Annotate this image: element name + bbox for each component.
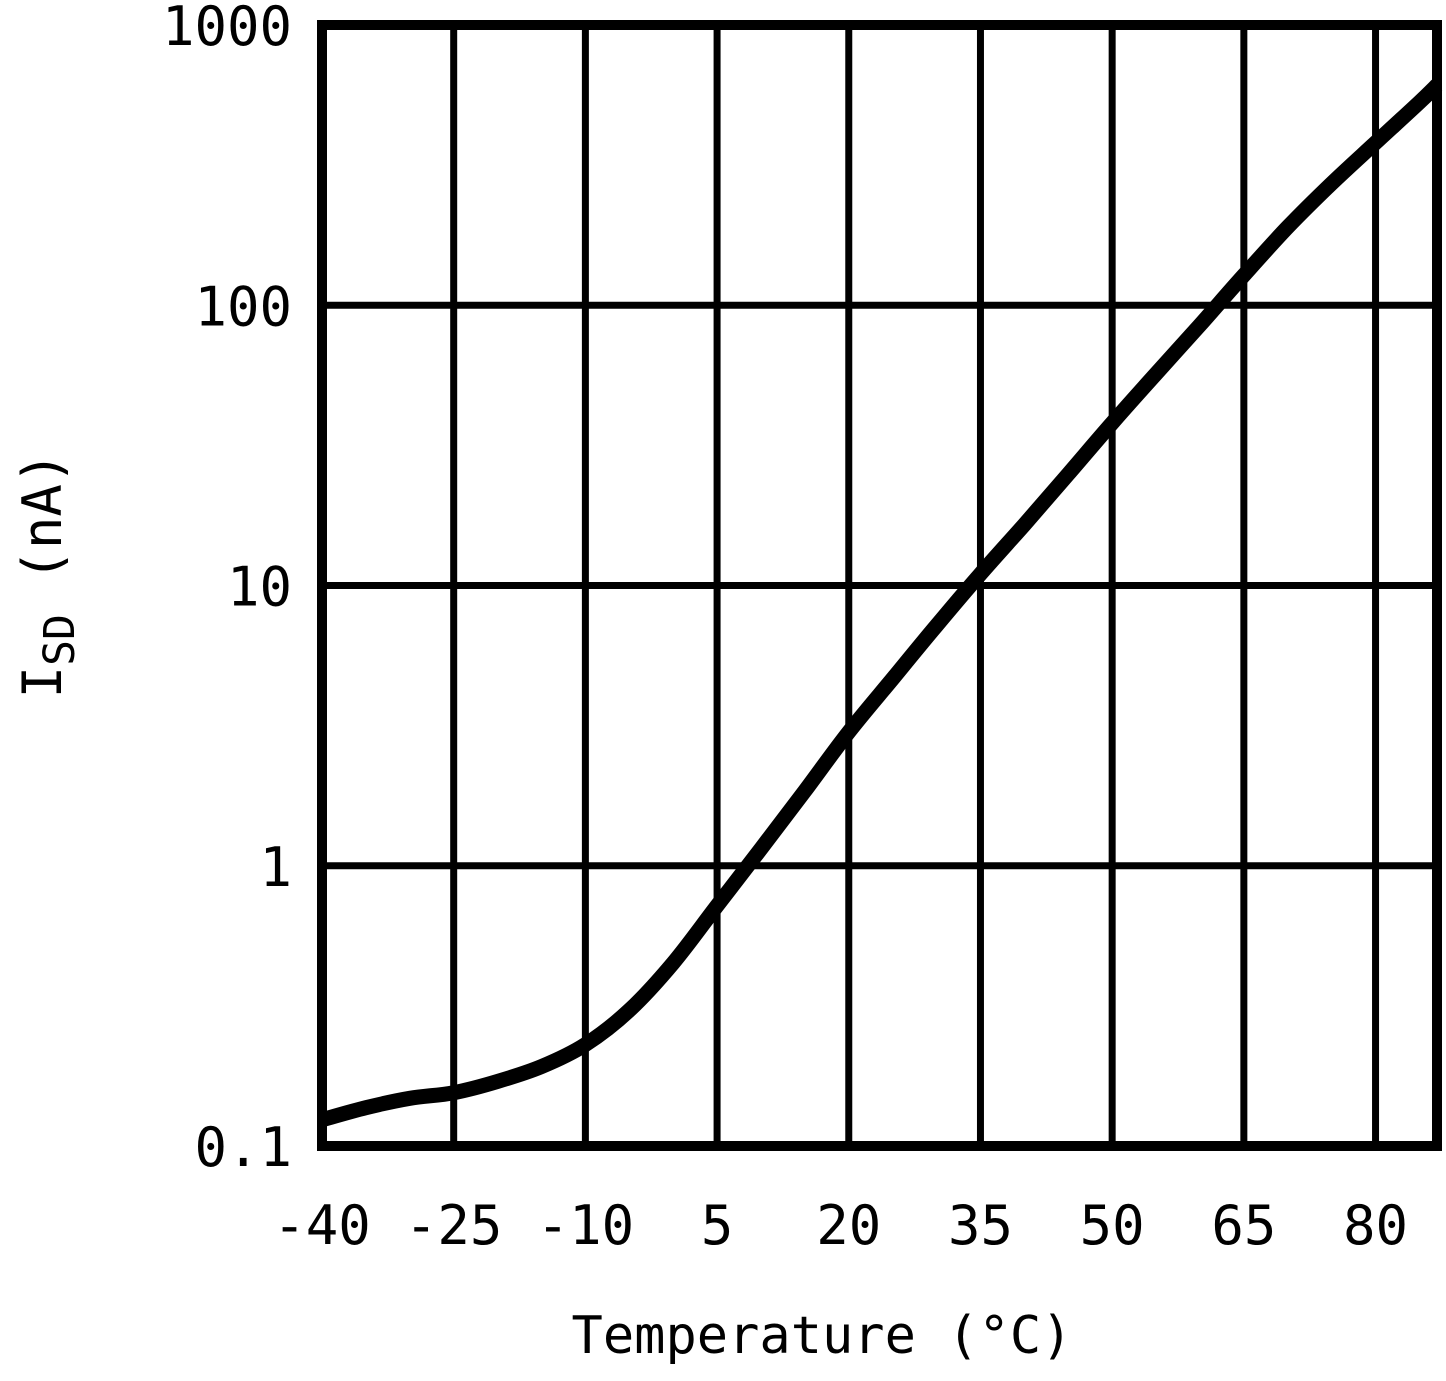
- x-axis-title: Temperature (°C): [571, 1306, 1073, 1366]
- x-tick-label: -10: [537, 1194, 635, 1257]
- y-axis-title: ISD (nA): [11, 452, 85, 699]
- data-curve: [320, 79, 1443, 1128]
- y-tick-label: 10: [227, 556, 292, 619]
- x-tick-label: 20: [816, 1194, 881, 1257]
- x-tick-label: -40: [273, 1194, 371, 1257]
- x-tick-label: 80: [1343, 1194, 1408, 1257]
- y-axis-unit: (nA): [11, 451, 74, 615]
- x-tick-label: 5: [701, 1194, 734, 1257]
- y-axis-subscript: SD: [35, 614, 85, 666]
- y-tick-label: 0.1: [194, 1116, 292, 1179]
- y-axis-symbol: I: [11, 665, 74, 699]
- x-tick-label: 50: [1080, 1194, 1145, 1257]
- y-tick-label: 1000: [162, 0, 292, 58]
- x-tick-label: 65: [1211, 1194, 1276, 1257]
- y-tick-label: 100: [194, 275, 292, 338]
- x-tick-label: 35: [948, 1194, 1013, 1257]
- y-tick-label: 1: [259, 836, 292, 899]
- plot-border: [317, 20, 1442, 1151]
- x-tick-label: -25: [405, 1194, 503, 1257]
